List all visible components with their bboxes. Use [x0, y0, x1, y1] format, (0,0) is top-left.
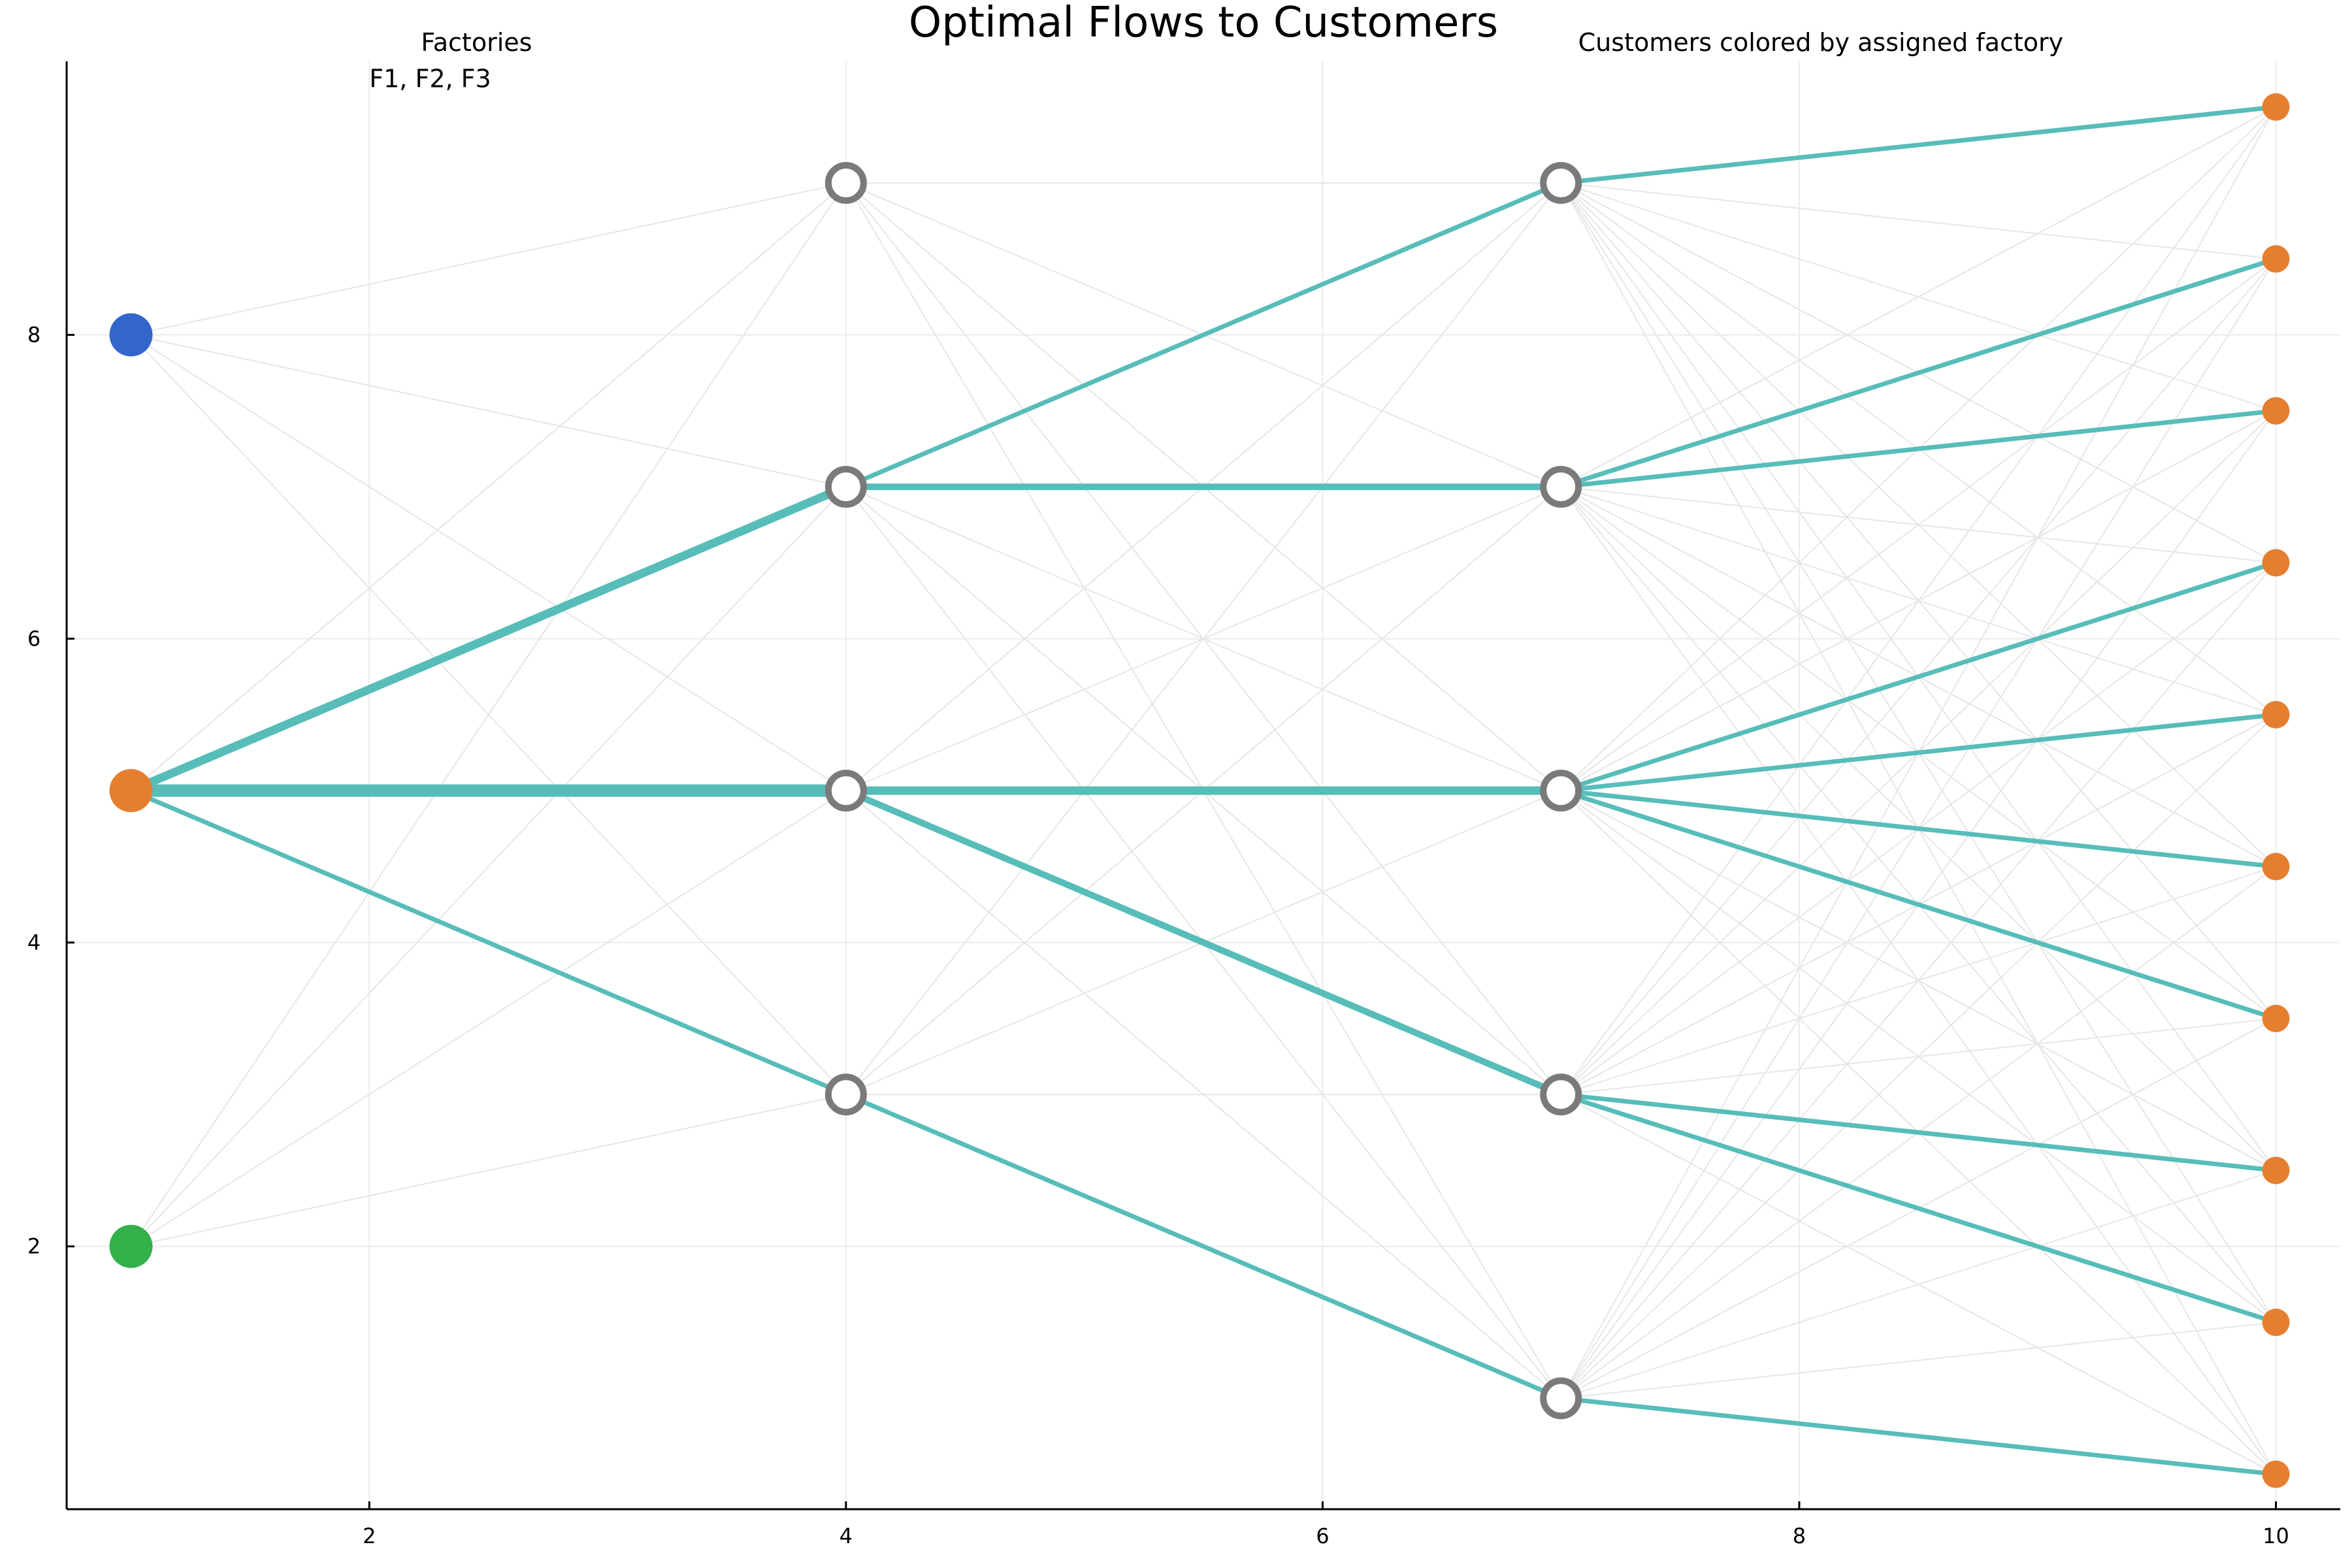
flow-edge — [843, 180, 1563, 489]
chart-title: Optimal Flows to Customers — [909, 0, 1498, 47]
candidate-edge — [131, 182, 847, 336]
candidate-edge — [1560, 1169, 2276, 1399]
flow-edge — [842, 787, 1565, 1098]
flow-edge — [126, 482, 851, 795]
warehouse-node — [825, 162, 867, 204]
candidate-edge — [1560, 562, 2277, 1399]
y-tick-label: 6 — [27, 627, 41, 651]
flow-edge — [1558, 1092, 2279, 1325]
customer-node — [2262, 1004, 2290, 1032]
flow-edge — [1558, 1396, 2279, 1477]
flow-edge — [128, 788, 849, 1097]
customer-node — [2262, 1308, 2290, 1336]
customer-node — [2262, 397, 2290, 425]
flow-edge — [1558, 560, 2279, 793]
annotation-factories: Factories — [421, 28, 532, 57]
x-tick-label: 10 — [2262, 1524, 2289, 1548]
warehouse-node — [1540, 1377, 1582, 1420]
warehouse-node — [1540, 1073, 1582, 1116]
x-tick-label: 6 — [1316, 1524, 1329, 1548]
customer-node — [2262, 1460, 2290, 1488]
customer-node — [2262, 549, 2290, 577]
candidate-edge — [131, 334, 847, 488]
warehouse-node — [1540, 466, 1582, 508]
factory-node-f2 — [109, 769, 153, 813]
warehouse-node — [825, 770, 867, 812]
flow-edge — [1558, 408, 2279, 489]
candidate-edge — [130, 486, 847, 1247]
y-tick-label: 4 — [27, 930, 41, 955]
candidate-edge — [1561, 1321, 2276, 1399]
candidate-edge — [130, 182, 847, 1247]
candidate-edge — [130, 182, 847, 791]
annotation-customers: Customers colored by assigned factory — [1578, 28, 2064, 57]
candidate-edge — [1560, 258, 2277, 791]
candidate-edge — [845, 182, 1561, 1095]
factory-node-f1 — [109, 313, 153, 357]
flow-edge — [1558, 256, 2279, 489]
candidate-edge — [1560, 714, 2277, 1399]
candidate-edge — [1560, 106, 2276, 487]
candidate-edge — [131, 1094, 847, 1247]
x-tick-label: 4 — [840, 1524, 853, 1548]
x-tick-label: 2 — [363, 1524, 376, 1548]
flow-edge — [1558, 788, 2279, 1021]
axes: 2 4 6 8 10 2 4 6 8 — [27, 61, 2340, 1548]
warehouse-node — [1540, 162, 1582, 204]
annotation-factory-list: F1, F2, F3 — [369, 65, 491, 93]
customer-node — [2262, 853, 2290, 881]
customer-node — [2262, 700, 2290, 728]
flow-edge — [843, 1092, 1563, 1401]
optimal-flow-edges — [124, 105, 2279, 1477]
candidate-edge — [1561, 182, 2276, 260]
flow-edge — [1558, 1092, 2279, 1173]
candidate-edge — [130, 790, 847, 1247]
candidate-edge — [1560, 106, 2277, 1095]
customer-node — [2262, 245, 2290, 273]
flow-edge — [1558, 788, 2279, 869]
chart-text: Optimal Flows to Customers Factories F1,… — [369, 0, 2063, 93]
warehouse-node — [825, 466, 867, 508]
network-nodes — [109, 93, 2290, 1488]
flow-edge — [1558, 105, 2279, 186]
customer-node — [2262, 1156, 2290, 1184]
candidate-edge — [130, 334, 847, 791]
x-tick-label: 8 — [1793, 1524, 1806, 1548]
warehouse-node — [1540, 770, 1582, 812]
warehouse-node — [825, 1073, 867, 1116]
flow-edge — [1558, 712, 2279, 793]
y-tick-label: 8 — [27, 323, 41, 348]
customer-node — [2262, 93, 2290, 121]
factory-node-f3 — [109, 1224, 153, 1268]
y-tick-label: 2 — [27, 1234, 41, 1259]
